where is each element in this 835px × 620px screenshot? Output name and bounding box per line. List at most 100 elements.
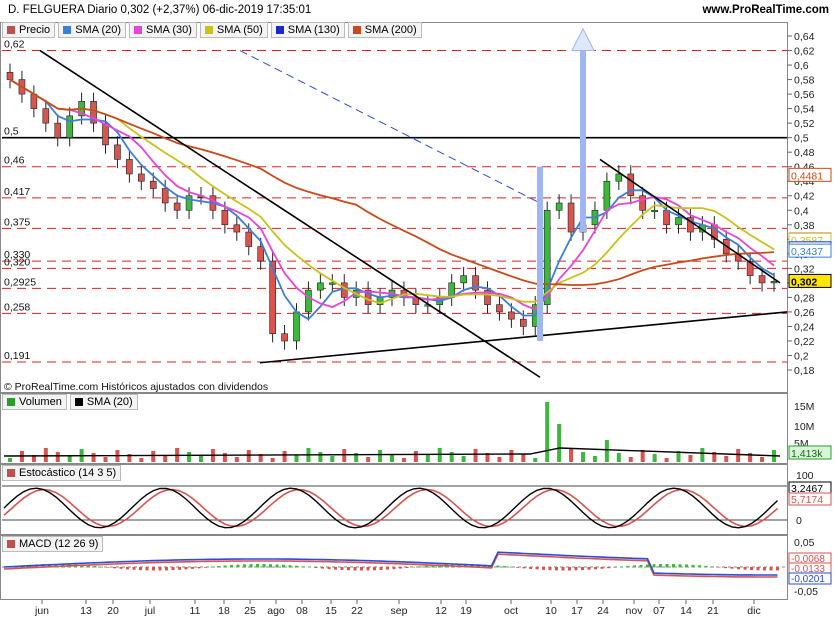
macd-histogram-bar — [236, 564, 240, 568]
price-value-tag — [788, 273, 832, 288]
volume-bar — [557, 424, 562, 462]
candle-down — [42, 108, 50, 124]
stoch-legend: Estocástico (14 3 5) — [2, 465, 122, 481]
volume-bar — [234, 457, 239, 462]
macd-histogram-bar — [587, 567, 591, 570]
candle-down — [639, 195, 646, 211]
legend-sma30[interactable]: SMA (30) — [129, 22, 197, 38]
volume-tick-label: 10M — [794, 421, 814, 433]
macd-histogram-bar — [633, 565, 636, 568]
price-tick-label: 0,38 — [794, 220, 815, 232]
macd-histogram-bar — [737, 567, 740, 570]
macd-histogram-bar — [301, 566, 305, 568]
volume-value-tag-text: 1,413k — [791, 448, 823, 460]
legend-macd[interactable]: MACD (12 26 9) — [2, 536, 104, 552]
volume-bar — [509, 450, 514, 462]
volume-bar — [521, 454, 526, 462]
candle-down — [758, 275, 766, 284]
candle-up — [293, 311, 300, 342]
price-tick-label: 0,24 — [794, 321, 815, 333]
volume-bar — [330, 456, 335, 462]
macd-histogram-bar — [561, 567, 565, 571]
price-tick-label: 0,5 — [794, 133, 809, 145]
candle-up — [555, 202, 563, 211]
macd-histogram-bar — [581, 567, 584, 571]
legend-sma200[interactable]: SMA (200) — [347, 22, 422, 38]
candle-down — [102, 122, 109, 146]
volume-bar — [199, 456, 203, 462]
price-tick-label: 0,2 — [794, 350, 809, 362]
volume-bar — [342, 449, 347, 462]
macd-histogram-bar — [626, 565, 630, 568]
legend-sma20[interactable]: SMA (20) — [58, 22, 127, 38]
brand-label: www.ProRealTime.com — [702, 4, 829, 16]
x-tick-label: nov — [626, 605, 644, 617]
macd-histogram-bar — [360, 567, 363, 571]
macd-histogram-bar — [659, 564, 662, 568]
macd-histogram-bar — [470, 564, 474, 568]
volume-bar — [700, 448, 705, 462]
stoch-panel-frame — [0, 464, 788, 535]
macd-histogram-bar — [139, 567, 142, 571]
candle-up — [460, 275, 467, 284]
stoch-value-tag — [788, 492, 832, 506]
price-tick-label: 0,52 — [794, 118, 815, 130]
volume-bar — [294, 455, 299, 462]
candle-down — [567, 202, 575, 233]
volume-bar — [31, 455, 36, 462]
macd-histogram-bar — [191, 567, 194, 569]
macd-histogram-bar — [405, 567, 409, 568]
legend-sma50[interactable]: SMA (50) — [199, 22, 268, 38]
macd-histogram-bar — [756, 567, 760, 571]
price-tick-label: 0,26 — [794, 307, 815, 319]
x-tick-label: 21 — [707, 605, 719, 617]
macd-histogram-bar — [516, 567, 519, 568]
price-tick-label: 0,58 — [794, 75, 815, 87]
volume-bar — [8, 458, 12, 462]
volume-value-tag — [788, 445, 832, 460]
price-tick-label: 0,28 — [794, 292, 815, 304]
chart-title: D. FELGUERA Diario 0,302 (+2,37%) 06-dic… — [8, 4, 312, 16]
legend-volumen[interactable]: Volumen — [2, 394, 67, 410]
macd-histogram-bar — [210, 566, 214, 568]
legend-estocastico[interactable]: Estocástico (14 3 5) — [2, 465, 122, 481]
volume-bar — [473, 449, 478, 462]
volume-bar — [390, 454, 394, 462]
price-tick-label: 0,62 — [794, 46, 815, 58]
macd-histogram-bar — [249, 564, 253, 568]
macd-histogram-bar — [145, 567, 149, 571]
volume-bar — [664, 458, 669, 462]
trendline-down — [39, 49, 541, 378]
macd-histogram-bar — [132, 567, 136, 570]
price-tick-label: 0,18 — [794, 365, 815, 377]
volume-bar — [533, 458, 538, 462]
macd-histogram-bar — [600, 567, 604, 569]
volume-bar — [67, 456, 72, 462]
macd-tick-label: 0,05 — [794, 537, 815, 549]
macd-histogram-bar — [678, 564, 682, 568]
level-label: 0,330 — [4, 249, 30, 261]
candle-down — [484, 289, 491, 305]
macd-value-tag — [788, 572, 832, 585]
price-tick-label: 0,64 — [794, 31, 815, 43]
volume-bar — [413, 451, 418, 462]
macd-histogram-bar — [2, 567, 6, 568]
level-label: 0,2925 — [4, 276, 36, 288]
macd-histogram-bar — [178, 567, 181, 570]
macd-histogram-bar — [496, 565, 500, 568]
macd-histogram-bar — [542, 567, 545, 570]
price-value-tag-text: 0,302 — [791, 276, 817, 288]
x-tick-label: 22 — [351, 605, 363, 617]
legend-sma130[interactable]: SMA (130) — [270, 22, 345, 38]
price-tick-label: 0,6 — [794, 60, 809, 72]
sma20-line — [9, 78, 775, 321]
price-target-bar — [580, 50, 586, 233]
volume-bar — [55, 452, 60, 462]
macd-histogram-bar — [613, 567, 617, 568]
candle-down — [269, 260, 276, 334]
legend-volume-sma[interactable]: SMA (20) — [69, 394, 138, 410]
macd-value-tag-text: -0,0068 — [791, 554, 825, 565]
legend-precio[interactable]: Precio — [2, 22, 56, 38]
x-tick-label: 14 — [680, 605, 692, 617]
macd-histogram-bar — [607, 567, 610, 569]
